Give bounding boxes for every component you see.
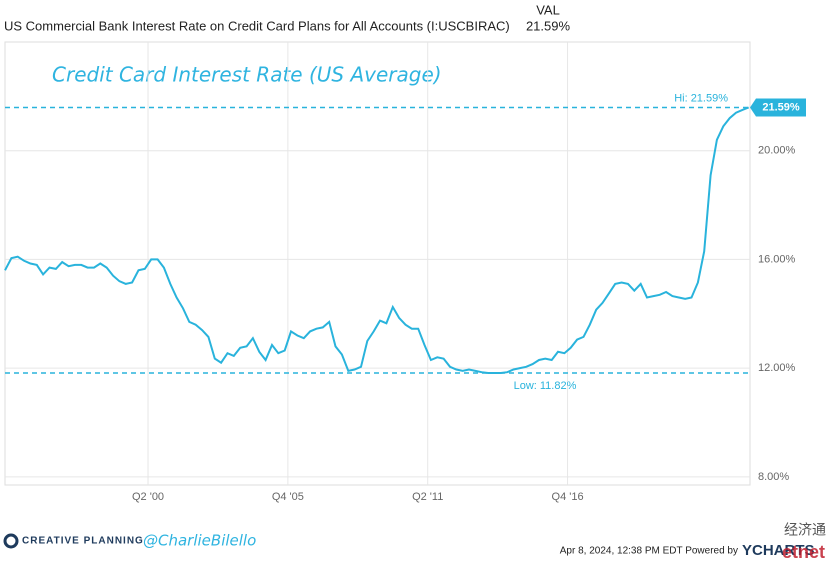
x-tick-label: Q4 '05 xyxy=(272,491,304,503)
provider: YCHARTS xyxy=(742,542,815,559)
series-line xyxy=(4,106,750,374)
series-name: US Commercial Bank Interest Rate on Cred… xyxy=(4,18,510,33)
watermark-cn: 经济通 xyxy=(784,522,826,538)
hi-label: Hi: 21.59% xyxy=(674,92,728,104)
logo-mark xyxy=(3,533,19,549)
brand: CREATIVE PLANNING xyxy=(22,536,144,547)
footer: CREATIVE PLANNING @CharlieBilello Apr 8,… xyxy=(3,522,826,562)
plot-frame xyxy=(4,41,751,486)
last-value-badge xyxy=(750,98,806,117)
last-value-label: 21.59% xyxy=(762,101,800,113)
timestamp: Apr 8, 2024, 12:38 PM EDT Powered by xyxy=(560,546,738,557)
y-tick-label: 12.00% xyxy=(758,362,796,374)
low-label: Low: 11.82% xyxy=(514,380,577,392)
handle: @CharlieBilello xyxy=(143,532,256,550)
y-tick-label: 16.00% xyxy=(758,253,796,265)
y-tick-label: 20.00% xyxy=(758,145,796,157)
x-tick-label: Q4 '16 xyxy=(552,491,584,503)
header-col: VAL xyxy=(536,2,560,17)
y-tick-label: 8.00% xyxy=(758,471,789,483)
chart-title: Credit Card Interest Rate (US Average) xyxy=(52,63,442,87)
x-tick-label: Q2 '11 xyxy=(412,491,443,503)
watermark: etnet xyxy=(782,542,825,562)
header-value: 21.59% xyxy=(526,18,571,33)
x-tick-label: Q2 '00 xyxy=(132,491,164,503)
